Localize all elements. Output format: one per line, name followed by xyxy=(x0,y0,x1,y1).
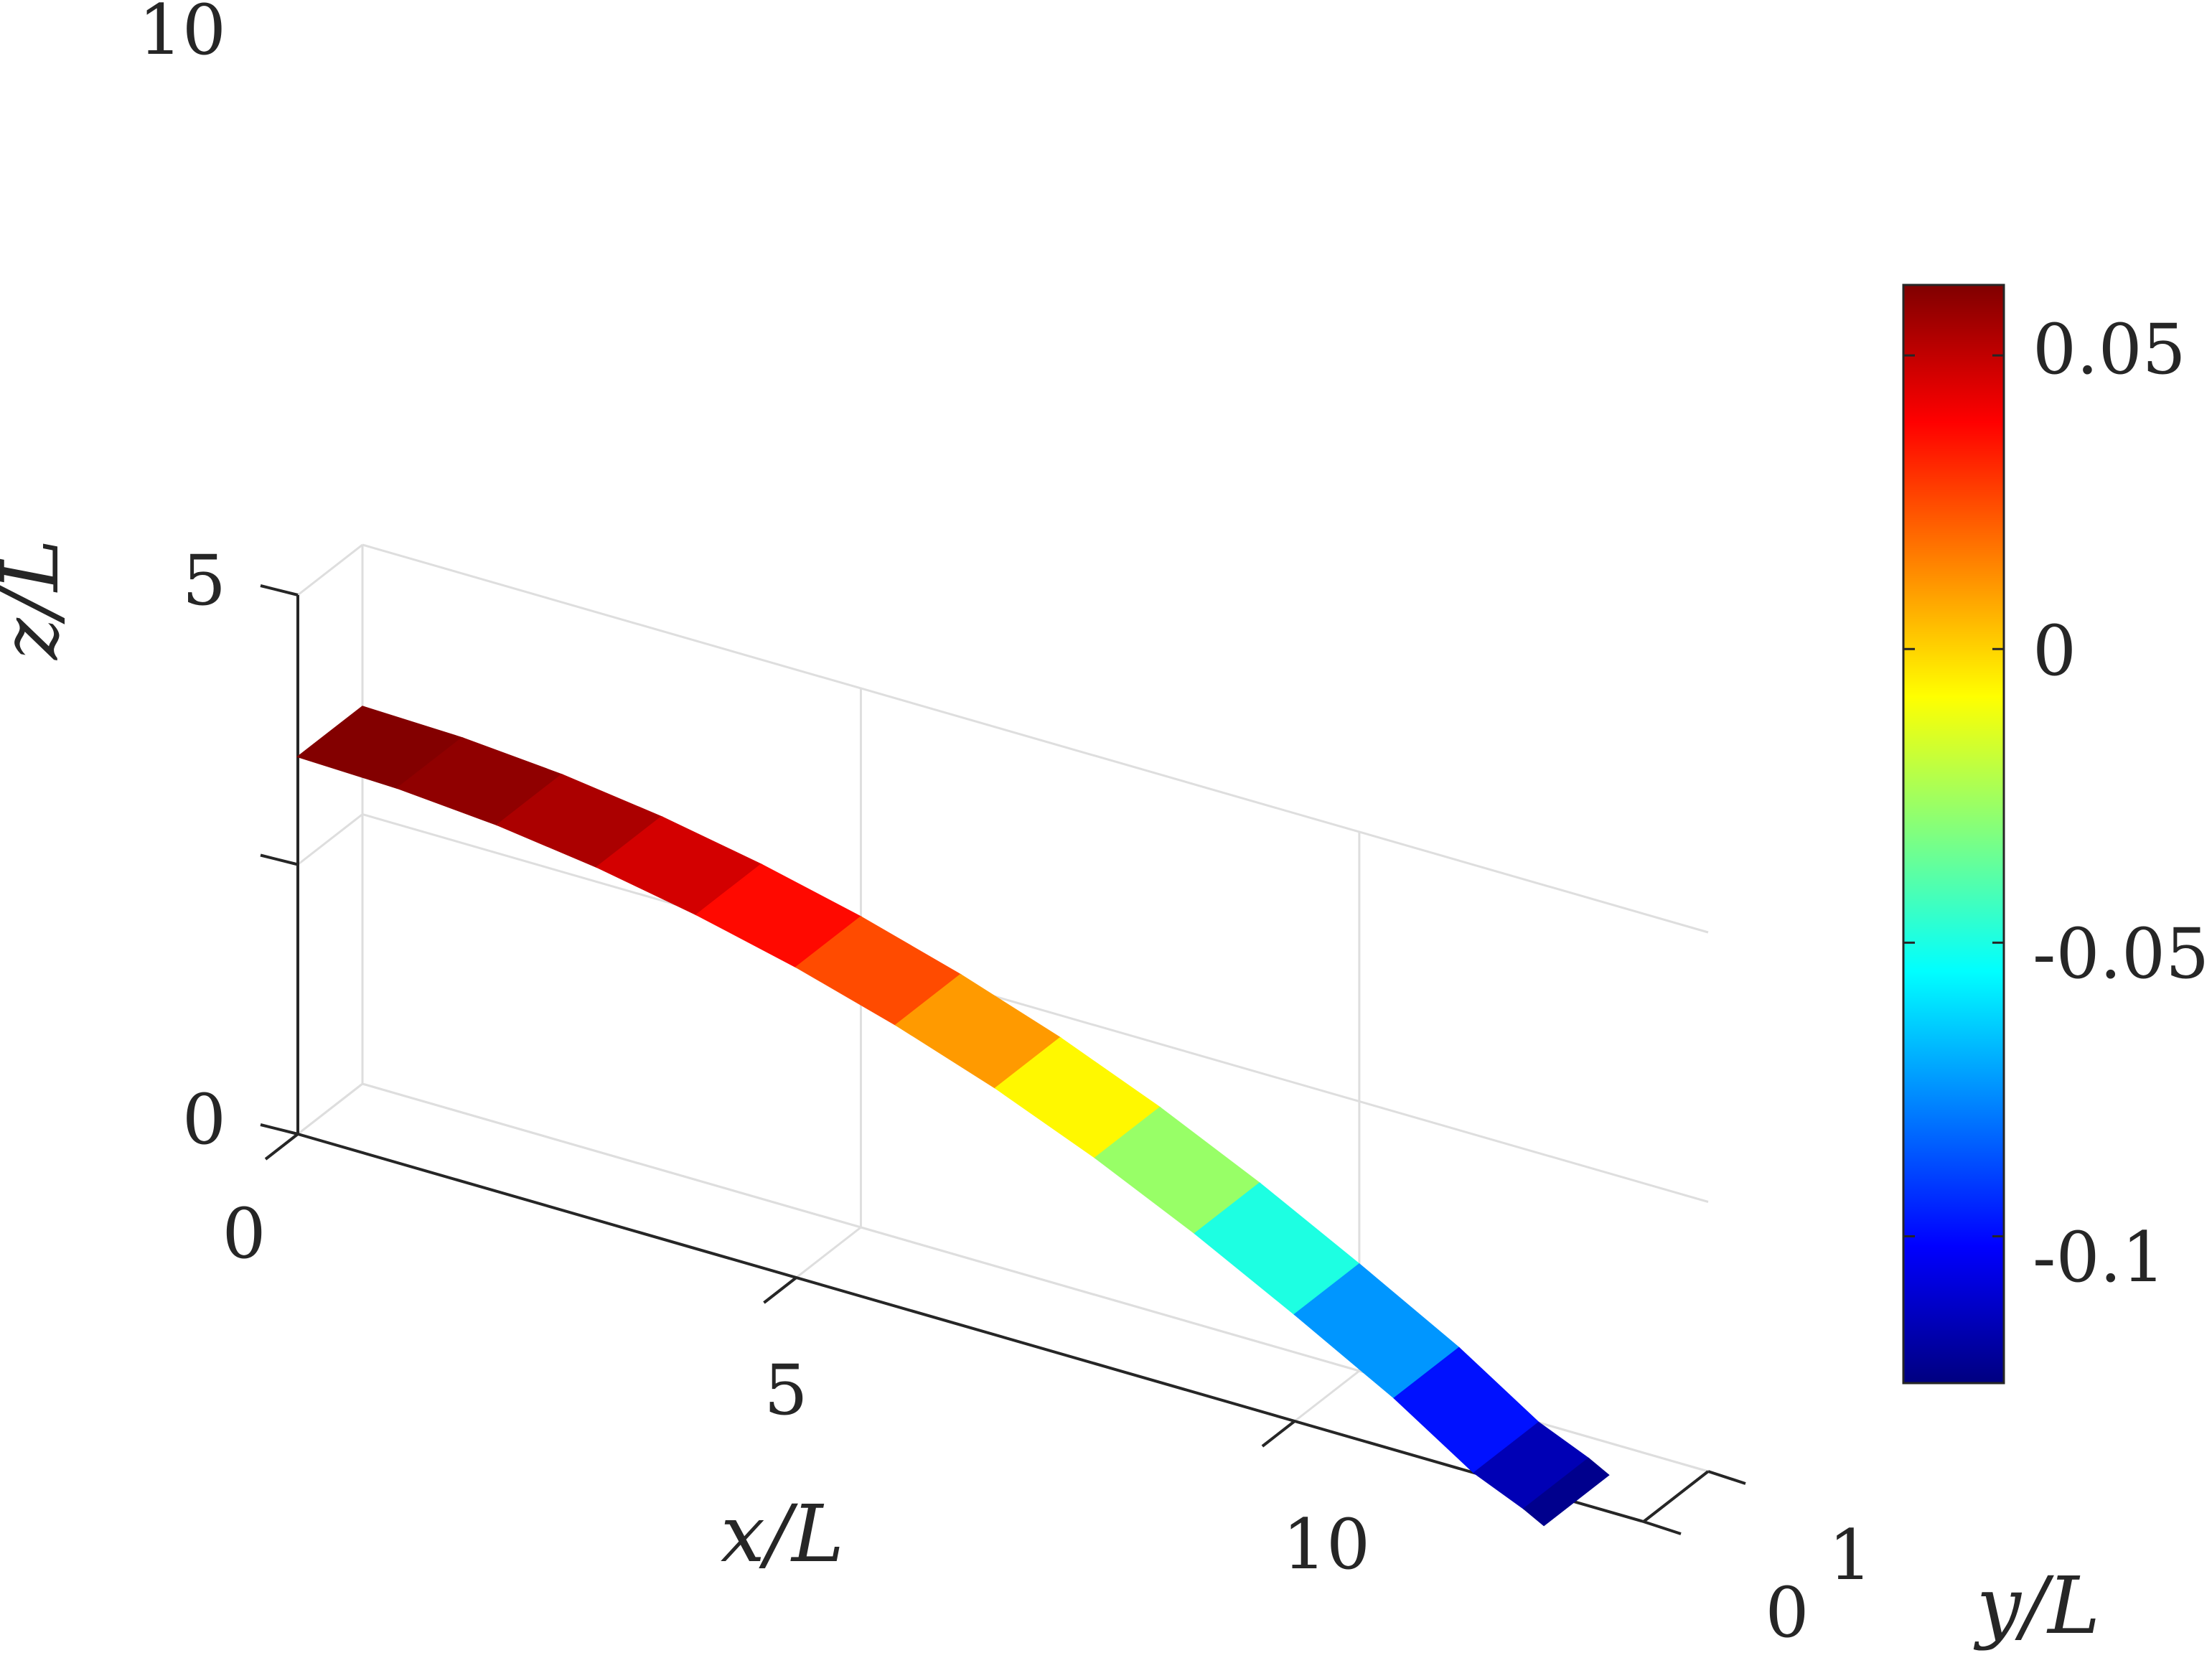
colorbar-gradient xyxy=(1902,284,2005,1385)
colorbar: 0.05 0 -0.05 -0.1 xyxy=(1902,284,2209,1385)
z-tick-5 xyxy=(260,853,299,866)
x-tick-label-5: 5 xyxy=(764,1350,807,1430)
grid-line-z-side-5 xyxy=(297,813,363,866)
z-tick-label-5: 5 xyxy=(182,540,226,621)
x-tick-5 xyxy=(763,1276,797,1304)
z-tick-label-10: 10 xyxy=(139,0,226,70)
axes-ticks xyxy=(260,584,1746,1535)
colorbar-ticks xyxy=(1903,354,2004,1237)
surface-strip xyxy=(296,706,1610,1527)
x-tick-label-0: 0 xyxy=(222,1194,266,1274)
surface-patch-13 xyxy=(1522,1457,1610,1527)
grid-line-x-floor-0 xyxy=(297,1082,363,1135)
z-tick-label-0: 0 xyxy=(182,1079,226,1160)
grid-line-z-side-10 xyxy=(297,543,363,596)
x-tick-0 xyxy=(264,1133,299,1161)
grid-line-x-floor-5 xyxy=(795,1226,862,1279)
colorbar-tick-label-3: -0.1 xyxy=(2033,1217,2165,1298)
colorbar-tick-label-1: 0 xyxy=(2033,611,2076,691)
z-axis-label: z/L xyxy=(0,539,76,661)
z-tick-0 xyxy=(260,1123,299,1135)
y-axis-label: y/L xyxy=(1973,1560,2100,1652)
x-tick-label-10: 10 xyxy=(1283,1504,1370,1585)
grid-line-z-back-10 xyxy=(362,543,1709,934)
grid-line-z-back-5 xyxy=(362,813,1709,1203)
y-tick-0 xyxy=(1643,1520,1682,1535)
y-tick-label-0: 0 xyxy=(1765,1573,1809,1653)
x-axis-label: x/L xyxy=(721,1488,844,1580)
y-tick-1 xyxy=(1707,1470,1746,1485)
colorbar-tick-label-2: -0.05 xyxy=(2033,914,2209,994)
x-axis-line xyxy=(297,1133,1644,1523)
x-tick-10 xyxy=(1261,1420,1296,1448)
z-tick-10 xyxy=(260,584,299,596)
y-tick-label-1: 1 xyxy=(1828,1515,1872,1596)
colorbar-tick-label-0: 0.05 xyxy=(2033,309,2186,390)
y-axis-line xyxy=(1642,1470,1710,1523)
grid-line-x-floor-10 xyxy=(1293,1369,1360,1423)
